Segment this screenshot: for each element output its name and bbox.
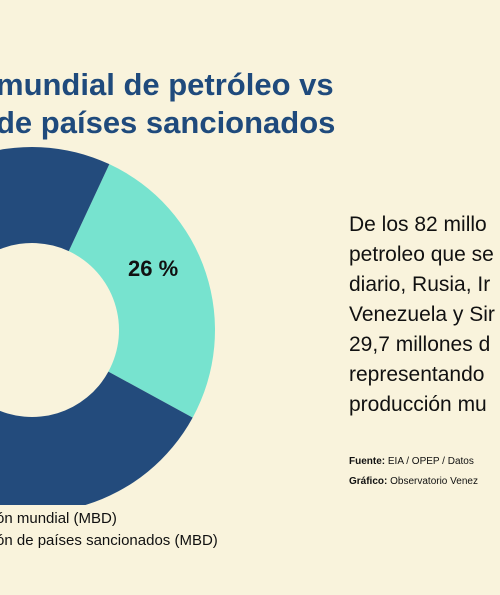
description-line-6: representando — [349, 363, 485, 386]
chart-title-line-2: de países sancionados — [0, 105, 336, 140]
description-line-4: Venezuela y Sir — [349, 303, 495, 326]
chart-legend: ón mundial (MBD) ón de países sancionado… — [0, 508, 218, 552]
graphic-credit-line: Gráfico: Observatorio Venez — [349, 472, 478, 492]
graphic-text: Observatorio Venez — [390, 476, 478, 487]
description-line-2: petroleo que se — [349, 243, 494, 266]
donut-slice-sanctioned — [68, 164, 215, 418]
description-line-7: producción mu — [349, 393, 487, 416]
description-line-5: 29,7 millones d — [349, 333, 491, 356]
donut-chart: 26 % — [0, 147, 215, 505]
graphic-label: Gráfico: — [349, 476, 388, 487]
source-line: Fuente: EIA / OPEP / Datos — [349, 452, 478, 472]
description-text: De los 82 millo petroleo que se diario, … — [349, 210, 495, 420]
description-line-1: De los 82 millo — [349, 213, 487, 236]
source-label: Fuente: — [349, 456, 386, 467]
chart-title: mundial de petróleo vs de países sancion… — [0, 66, 335, 142]
source-text: EIA / OPEP / Datos — [387, 456, 474, 467]
slice-value-label: 26 % — [128, 256, 178, 281]
chart-title-line-1: mundial de petróleo vs — [0, 67, 334, 102]
source-notes: Fuente: EIA / OPEP / Datos Gráfico: Obse… — [349, 452, 478, 492]
legend-item-sanctioned-production: ón de países sancionados (MBD) — [0, 532, 218, 549]
legend-item-world-production: ón mundial (MBD) — [0, 510, 117, 527]
donut-slice-world — [0, 147, 193, 505]
description-line-3: diario, Rusia, Ir — [349, 273, 491, 296]
